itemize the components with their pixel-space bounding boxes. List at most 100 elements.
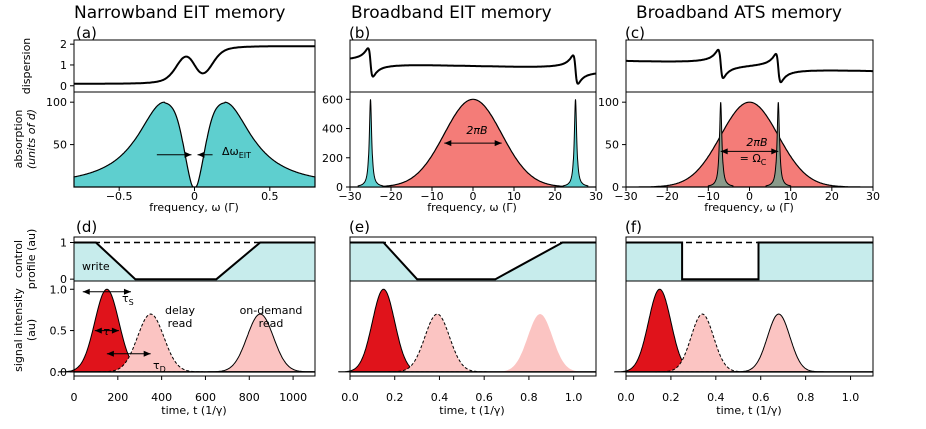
xaxis-b-label-1: −20	[379, 190, 402, 203]
arrowhead-2pib-c-l	[720, 148, 728, 155]
letter-f: (f)	[625, 218, 642, 236]
letter-c: (c)	[625, 24, 645, 42]
yaxis-c-bot-label-2: 100	[598, 96, 619, 109]
annot-tau-d-sub: D	[160, 365, 166, 374]
xlabel-c: frequency, ω (Γ)	[704, 201, 794, 214]
arrowhead-tau-s-r	[123, 288, 131, 295]
frame-signal-d	[73, 280, 316, 377]
xaxis-a-label-1: 0	[191, 190, 198, 203]
ylabel-absorption-2: (units of d)	[25, 109, 38, 169]
annot-2pib-b: 2πB	[466, 124, 487, 137]
yaxis-a-bot-label-0: 50	[53, 139, 67, 152]
xaxis-signal-e-label-4: 0.8	[520, 391, 538, 404]
letter-b: (b)	[349, 24, 370, 42]
signal-f-pulse-1	[655, 313, 748, 373]
broad-gaussian-c	[626, 101, 873, 188]
xaxis-signal-e-label-1: 0.2	[386, 391, 404, 404]
dispersion-curve-b	[349, 47, 597, 85]
xaxis-b-label-4: 10	[507, 190, 521, 203]
xaxis-signal-d-label-0: 0	[71, 391, 78, 404]
yaxis-b-bot-label-2: 400	[322, 123, 343, 136]
xaxis-c-label-2: −10	[697, 190, 720, 203]
ylabel-signal-2: (au)	[25, 319, 38, 341]
frame-signal-e	[349, 280, 597, 377]
xaxis-signal-e-label-3: 0.6	[475, 391, 493, 404]
xaxis-b-label-5: 20	[548, 190, 562, 203]
arrowhead-tau-s-l	[82, 288, 90, 295]
xlabel-f: time, t (1/γ)	[716, 404, 781, 417]
letter-d: (d)	[76, 218, 97, 236]
narrow-line-c-1	[765, 102, 792, 188]
yaxis-d-top-label-1: 1	[60, 237, 67, 250]
xaxis-signal-f-label-5: 1.0	[842, 391, 860, 404]
annot-tau-s: τS	[122, 292, 134, 307]
xaxis-c-label-5: 20	[825, 190, 839, 203]
arrowhead-tau-r	[111, 327, 119, 334]
ylabel-control-1: control	[12, 240, 25, 278]
xlabel-b: frequency, ω (Γ)	[427, 201, 517, 214]
xaxis-a-label-2: 0.5	[261, 190, 279, 203]
title-broadband-ats: Broadband ATS memory	[636, 3, 842, 23]
xaxis-signal-f-label-1: 0.2	[662, 391, 680, 404]
title-narrowband: Narrowband EIT memory	[74, 3, 286, 23]
arrowhead-2pib-b-l	[444, 140, 452, 147]
control-e-fill	[350, 242, 596, 281]
arrowhead-tau-d-l	[106, 350, 114, 357]
annot-delta-eit: ΔωEIT	[222, 145, 251, 160]
title-broadband-eit: Broadband EIT memory	[351, 3, 552, 23]
ylabel-control-2: profile (au)	[25, 229, 38, 290]
xaxis-c-label-1: −20	[656, 190, 679, 203]
ylabel-dispersion: dispersion	[20, 38, 33, 95]
xaxis-b-label-6: 30	[589, 190, 603, 203]
xaxis-signal-f-label-2: 0.4	[707, 391, 725, 404]
yaxis-d-top-label-0: 0	[60, 273, 67, 286]
narrow-line-c-0	[707, 102, 734, 188]
xlabel-d: time, t (1/γ)	[161, 404, 226, 417]
xaxis-signal-e-label-0: 0.0	[341, 391, 359, 404]
yaxis-b-bot-label-1: 200	[322, 152, 343, 165]
yaxis-b-bot-label-0: 0	[336, 181, 343, 194]
control-e-profile	[350, 241, 596, 281]
signal-d-pulse-2	[207, 313, 314, 373]
xaxis-b-label-0: −30	[338, 190, 361, 203]
xaxis-a-label-0: −0.5	[106, 190, 133, 203]
yaxis-a-bot-label-1: 100	[46, 96, 67, 109]
annot-on-demand-read: read	[259, 317, 284, 330]
xaxis-signal-e-label-2: 0.4	[431, 391, 449, 404]
annot-omega-main: = Ω	[740, 152, 761, 165]
control-d-profile	[74, 241, 315, 281]
arrowhead-2pib-b-r	[494, 140, 502, 147]
annot-delta-eit-sub: EIT	[239, 151, 251, 160]
yaxis-a-top-label-2: 2	[60, 38, 67, 51]
annot-omega-c: = ΩC	[740, 152, 767, 167]
frame-signal-f	[625, 280, 874, 377]
yaxis-c-bot-label-1: 50	[605, 139, 619, 152]
narrow-line-b-1	[562, 99, 589, 188]
annot-on-demand: on-demand	[240, 304, 303, 317]
arrowhead-eit-right	[197, 151, 205, 158]
annot-delay-read: read	[168, 317, 193, 330]
ylabel-absorption-1: absorption	[12, 110, 25, 169]
annot-tau-d-main: τ	[153, 359, 160, 372]
letter-e: (e)	[349, 218, 370, 236]
xaxis-signal-e-label-5: 1.0	[565, 391, 583, 404]
yaxis-d-bot-label-0: 0.0	[50, 366, 68, 379]
yaxis-a-top-label-1: 1	[60, 59, 67, 72]
xaxis-signal-d-label-5: 1000	[279, 391, 307, 404]
yaxis-a-top-label-0: 0	[60, 80, 67, 93]
yaxis-d-bot-label-1: 0.5	[50, 325, 68, 338]
eit-absorption-area	[73, 101, 316, 188]
control-f-profile	[626, 241, 873, 281]
xaxis-b-label-2: −10	[420, 190, 443, 203]
control-d-fill	[74, 242, 315, 281]
xaxis-signal-d-label-3: 600	[195, 391, 216, 404]
annot-delay: delay	[165, 304, 196, 317]
xaxis-c-label-6: 30	[866, 190, 880, 203]
arrowhead-eit-left	[184, 151, 192, 158]
narrow-line-b-0	[357, 99, 384, 188]
signal-f-pulse-2	[732, 313, 825, 373]
annot-2pib-c: 2πB	[746, 136, 767, 149]
signal-e-pulse-2	[490, 314, 590, 372]
signal-e-pulse-0	[338, 288, 430, 373]
